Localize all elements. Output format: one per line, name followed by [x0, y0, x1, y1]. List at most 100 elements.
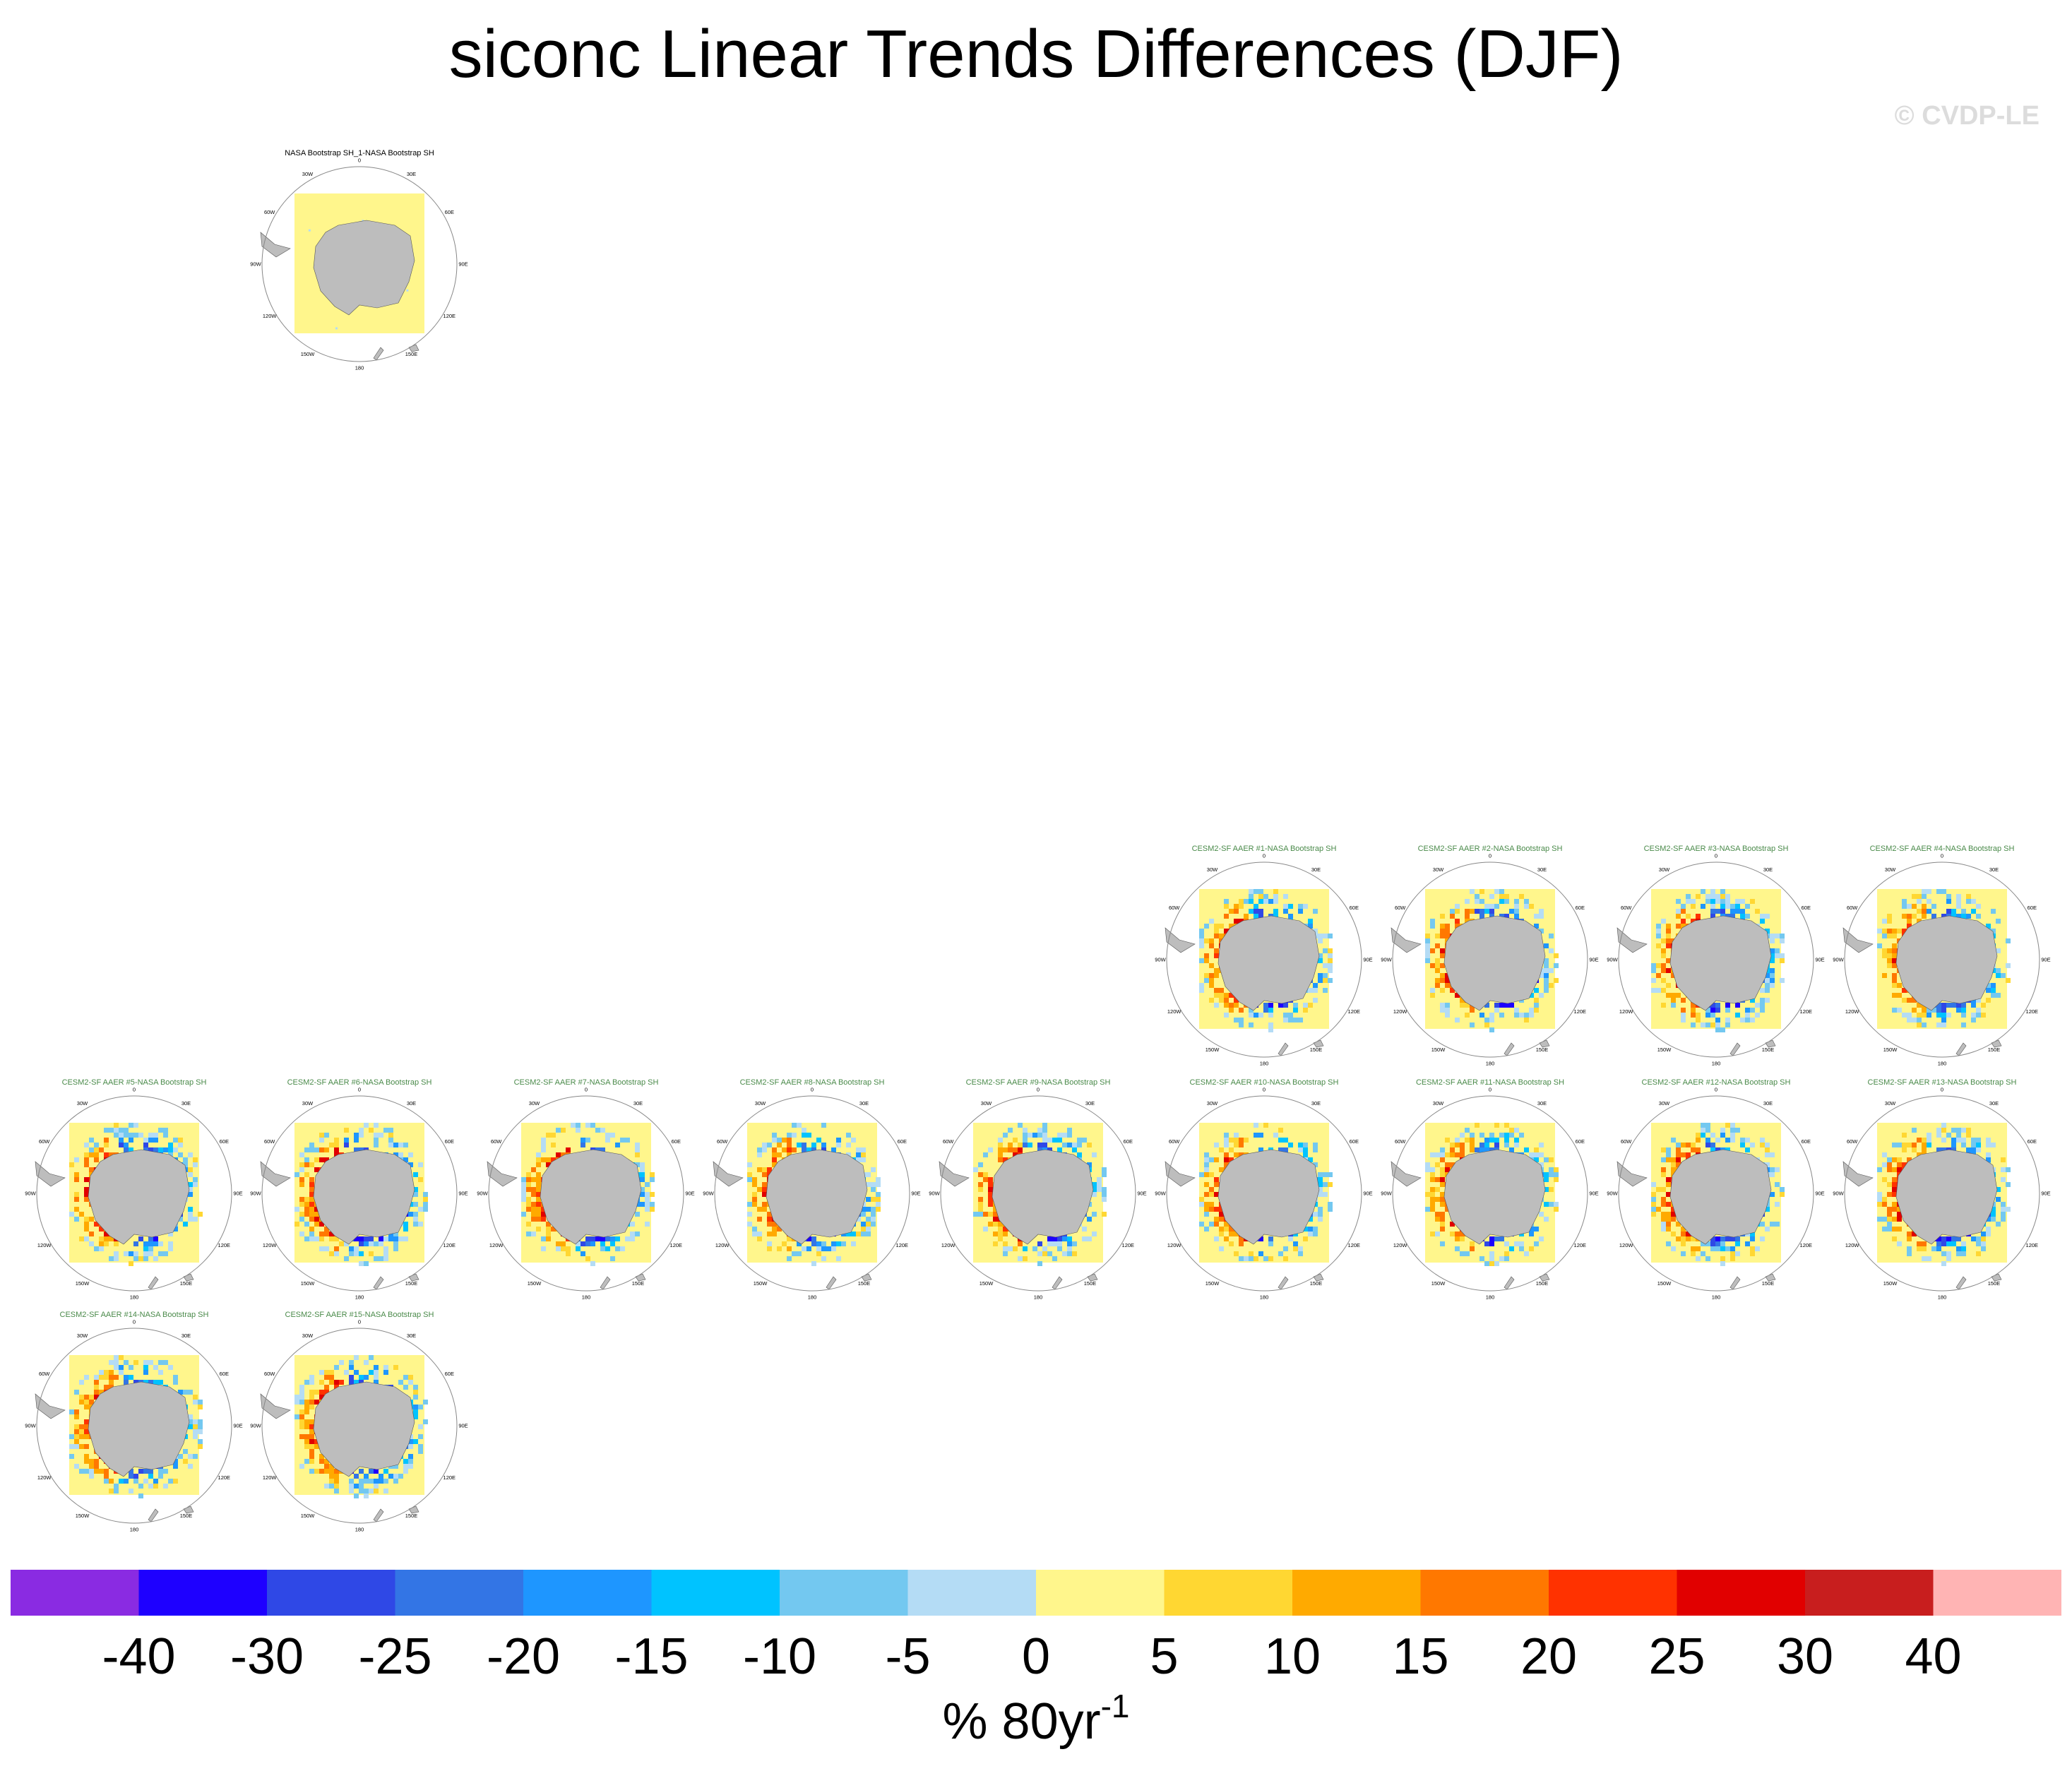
new-zealand-landmass: [1729, 1042, 1741, 1056]
trend-cell: [408, 1464, 413, 1469]
trend-cell: [1323, 1172, 1328, 1177]
new-zealand-landmass: [1504, 1042, 1515, 1056]
trend-cell: [1922, 1022, 1927, 1027]
trend-cell: [1917, 1138, 1922, 1143]
trend-cell: [1318, 1207, 1323, 1212]
trend-cell: [998, 1147, 1003, 1152]
trend-cell: [418, 1434, 423, 1439]
trend-cell: [536, 1182, 541, 1187]
trend-cell: [1941, 1013, 1946, 1018]
trend-cell: [757, 1217, 762, 1222]
trend-cell: [359, 1241, 364, 1246]
trend-cell: [109, 1380, 114, 1385]
trend-cell: [1244, 914, 1249, 919]
trend-cell: [1204, 1227, 1209, 1232]
panel-title: CESM2-SF AAER #11-NASA Bootstrap SH: [1415, 1078, 1565, 1087]
trend-cell: [1696, 1147, 1701, 1152]
trend-cell: [1460, 1147, 1465, 1152]
trend-cell: [988, 1202, 993, 1207]
trend-cell: [1509, 1128, 1514, 1133]
trend-cell: [1283, 1013, 1288, 1018]
trend-cell: [84, 1405, 89, 1409]
trend-cell: [129, 1261, 133, 1266]
trend-cell: [1882, 1202, 1887, 1207]
trend-cell: [1519, 1241, 1524, 1246]
trend-cell: [1666, 993, 1671, 998]
trend-cell: [1097, 1187, 1102, 1192]
trend-cell: [1877, 1167, 1882, 1172]
trend-cell: [1720, 889, 1725, 894]
longitude-label: 90E: [1589, 1191, 1598, 1197]
trend-cell: [1740, 1138, 1745, 1143]
trend-cell: [334, 1152, 339, 1157]
trend-cell: [978, 1212, 983, 1217]
trend-cell: [1318, 938, 1323, 943]
trend-cell: [536, 1187, 541, 1192]
colorbar-swatch: [1420, 1570, 1549, 1616]
trend-cell: [1961, 1128, 1966, 1133]
trend-cell: [787, 1236, 792, 1241]
trend-cell: [747, 1222, 752, 1227]
trend-cell: [752, 1202, 757, 1207]
trend-cell: [193, 1454, 198, 1459]
trend-cell: [1775, 934, 1780, 938]
trend-cell: [1219, 1147, 1224, 1152]
panel-title: CESM2-SF AAER #14-NASA Bootstrap SH: [59, 1311, 209, 1319]
trend-cell: [1067, 1133, 1072, 1138]
map-boundary-circle: [940, 1095, 1136, 1292]
longitude-label: 150E: [1988, 1280, 2001, 1287]
trend-cell: [294, 1207, 299, 1212]
trend-cell: [1519, 1133, 1524, 1138]
map-panel: CESM2-SF AAER #2-NASA Bootstrap SH 0 30E 60…: [1381, 845, 1598, 1071]
trend-cell: [1514, 1138, 1519, 1143]
map-panel: CESM2-SF AAER #13-NASA Bootstrap SH 0 30E 6…: [1833, 1078, 2050, 1304]
trend-cell: [349, 1246, 354, 1251]
trend-cell: [762, 1147, 767, 1152]
longitude-label: 180: [1712, 1061, 1721, 1067]
longitude-label: 120W: [263, 1474, 278, 1481]
trend-cell: [354, 1133, 359, 1138]
trend-cell: [595, 1236, 600, 1241]
trend-cell: [129, 1469, 133, 1474]
map-panel: CESM2-SF AAER #10-NASA Bootstrap SH 0 30E 6…: [1155, 1078, 1372, 1304]
trend-cell: [1922, 1013, 1927, 1018]
longitude-label: 90E: [685, 1191, 694, 1197]
trend-cell: [304, 1222, 309, 1227]
trend-cell: [79, 1400, 84, 1405]
trend-cell: [856, 1147, 861, 1152]
trend-cell: [1917, 1152, 1922, 1157]
trend-cell: [1239, 1143, 1244, 1147]
trend-cell: [374, 1375, 379, 1380]
trend-cell: [334, 1469, 339, 1474]
trend-cell: [851, 1138, 856, 1143]
trend-cell: [1971, 899, 1976, 904]
trend-cell: [1666, 929, 1671, 934]
trend-cell: [309, 1197, 314, 1202]
trend-cell: [79, 1212, 84, 1217]
trend-cell: [1072, 1251, 1077, 1256]
trend-cell: [1770, 1172, 1775, 1177]
trend-cell: [383, 1370, 388, 1375]
trend-cell: [640, 1202, 645, 1207]
trend-cell: [1720, 1027, 1725, 1032]
trend-cell: [1671, 973, 1676, 978]
trend-cell: [1450, 1232, 1455, 1236]
trend-cell: [314, 1207, 319, 1212]
trend-cell: [762, 1192, 767, 1197]
trend-cell: [1661, 1222, 1666, 1227]
trend-cell: [188, 1167, 193, 1172]
trend-cell: [1204, 1167, 1209, 1172]
trend-cell: [314, 1390, 319, 1395]
trend-cell: [777, 1152, 782, 1157]
trend-cell: [1440, 1182, 1445, 1187]
colorbar-tick-label: 30: [1777, 1628, 1833, 1685]
trend-cell: [1028, 1143, 1032, 1147]
trend-cell: [551, 1157, 556, 1162]
longitude-label: 30W: [1659, 866, 1670, 873]
trend-cell: [1430, 963, 1435, 968]
longitude-label: 180: [582, 1294, 591, 1301]
trend-cell: [1720, 909, 1725, 914]
trend-cell: [1539, 1152, 1544, 1157]
trend-cell: [1092, 1187, 1097, 1192]
trend-cell: [143, 1469, 148, 1474]
